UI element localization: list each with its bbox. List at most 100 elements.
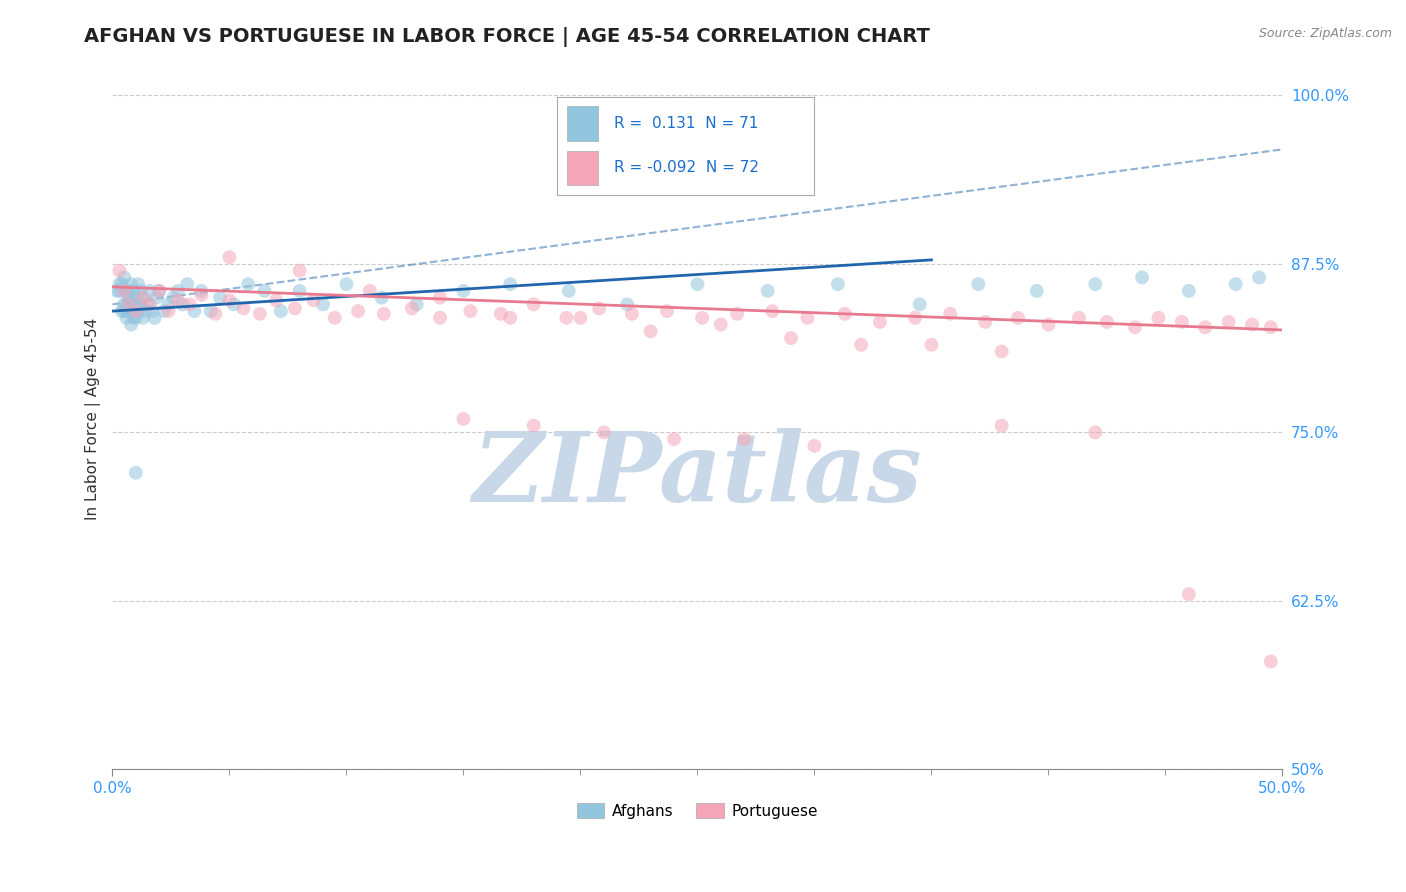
Point bbox=[111, 304, 134, 318]
Point bbox=[1084, 277, 1107, 292]
Point bbox=[112, 297, 135, 311]
Point bbox=[499, 310, 522, 325]
Point bbox=[249, 307, 271, 321]
Point bbox=[1067, 310, 1090, 325]
Point bbox=[302, 293, 325, 308]
Point bbox=[190, 284, 212, 298]
Point bbox=[118, 291, 141, 305]
Point bbox=[108, 263, 131, 277]
Point bbox=[118, 304, 141, 318]
Text: Source: ZipAtlas.com: Source: ZipAtlas.com bbox=[1258, 27, 1392, 40]
Point bbox=[115, 310, 138, 325]
Point bbox=[796, 310, 818, 325]
Point bbox=[120, 318, 142, 332]
Point bbox=[620, 307, 643, 321]
Text: ZIPatlas: ZIPatlas bbox=[472, 428, 922, 522]
Point bbox=[167, 284, 190, 298]
Point bbox=[1123, 320, 1146, 334]
Point bbox=[453, 412, 475, 426]
Point bbox=[129, 297, 152, 311]
Point bbox=[122, 304, 145, 318]
Point bbox=[725, 307, 748, 321]
Point bbox=[153, 304, 176, 318]
Text: AFGHAN VS PORTUGUESE IN LABOR FORCE | AGE 45-54 CORRELATION CHART: AFGHAN VS PORTUGUESE IN LABOR FORCE | AG… bbox=[84, 27, 931, 46]
Point bbox=[967, 277, 990, 292]
Point bbox=[132, 310, 155, 325]
Point bbox=[139, 297, 162, 311]
Point bbox=[1194, 320, 1216, 334]
Point bbox=[108, 284, 131, 298]
Point bbox=[236, 277, 259, 292]
Point bbox=[179, 297, 201, 311]
Point bbox=[105, 284, 128, 298]
Point bbox=[132, 291, 155, 305]
Point bbox=[1178, 587, 1201, 601]
Point bbox=[1225, 277, 1247, 292]
Point bbox=[190, 288, 212, 302]
Point bbox=[569, 310, 592, 325]
Point bbox=[710, 318, 733, 332]
Point bbox=[209, 291, 232, 305]
Point bbox=[112, 304, 135, 318]
Point bbox=[373, 307, 395, 321]
Point bbox=[499, 277, 522, 292]
Point bbox=[127, 304, 149, 318]
Point bbox=[143, 310, 166, 325]
Point bbox=[851, 338, 873, 352]
Point bbox=[335, 277, 357, 292]
Point bbox=[489, 307, 512, 321]
Point bbox=[616, 297, 638, 311]
Point bbox=[920, 338, 942, 352]
Point bbox=[111, 277, 134, 292]
Legend: Afghans, Portuguese: Afghans, Portuguese bbox=[571, 797, 824, 825]
Point bbox=[176, 277, 198, 292]
Point bbox=[1084, 425, 1107, 440]
Point bbox=[827, 277, 849, 292]
Point bbox=[460, 304, 482, 318]
Point bbox=[1147, 310, 1170, 325]
Point bbox=[125, 291, 148, 305]
Point bbox=[869, 315, 891, 329]
Point bbox=[118, 297, 141, 311]
Point bbox=[323, 310, 346, 325]
Point bbox=[780, 331, 803, 345]
Y-axis label: In Labor Force | Age 45-54: In Labor Force | Age 45-54 bbox=[86, 318, 101, 520]
Point bbox=[157, 297, 180, 311]
Point bbox=[1260, 320, 1282, 334]
Point bbox=[112, 270, 135, 285]
Point bbox=[588, 301, 610, 316]
Point bbox=[974, 315, 997, 329]
Point bbox=[1171, 315, 1194, 329]
Point bbox=[1218, 315, 1240, 329]
Point bbox=[270, 304, 292, 318]
Point bbox=[733, 432, 755, 446]
Point bbox=[204, 307, 226, 321]
Point bbox=[108, 277, 131, 292]
Point bbox=[288, 284, 311, 298]
Point bbox=[690, 310, 713, 325]
Point bbox=[401, 301, 423, 316]
Point bbox=[148, 284, 170, 298]
Point bbox=[129, 284, 152, 298]
Point bbox=[112, 284, 135, 298]
Point bbox=[122, 310, 145, 325]
Point bbox=[453, 284, 475, 298]
Point bbox=[1130, 270, 1153, 285]
Point bbox=[253, 284, 276, 298]
Point bbox=[132, 291, 155, 305]
Point bbox=[990, 418, 1012, 433]
Point bbox=[370, 291, 392, 305]
Point bbox=[640, 324, 662, 338]
Point bbox=[555, 310, 578, 325]
Point bbox=[284, 301, 307, 316]
Point bbox=[1249, 270, 1271, 285]
Point bbox=[1178, 284, 1201, 298]
Point bbox=[122, 284, 145, 298]
Point bbox=[1095, 315, 1118, 329]
Point bbox=[218, 293, 240, 308]
Point bbox=[592, 425, 614, 440]
Point bbox=[1025, 284, 1047, 298]
Point bbox=[264, 293, 287, 308]
Point bbox=[429, 291, 451, 305]
Point bbox=[359, 284, 381, 298]
